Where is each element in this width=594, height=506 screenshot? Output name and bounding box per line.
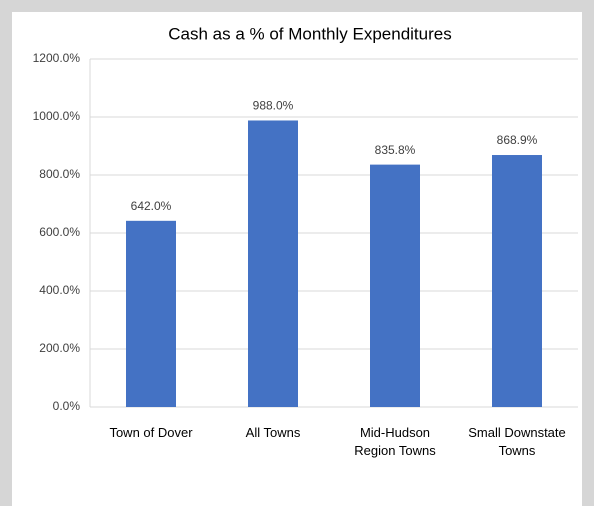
bar — [126, 220, 176, 407]
y-tick-label: 800.0% — [39, 167, 80, 181]
data-label: 868.9% — [497, 133, 538, 147]
data-label: 642.0% — [131, 199, 172, 213]
y-tick-label: 400.0% — [39, 283, 80, 297]
bar — [492, 155, 542, 407]
x-tick-label: All Towns — [245, 425, 301, 440]
y-tick-label: 1200.0% — [33, 51, 81, 65]
y-tick-label: 600.0% — [39, 225, 80, 239]
data-label: 988.0% — [253, 99, 294, 113]
y-tick-label: 200.0% — [39, 341, 80, 355]
y-tick-label: 1000.0% — [33, 109, 81, 123]
x-tick-label: Small Downstate Towns — [468, 425, 566, 458]
chart-title: Cash as a % of Monthly Expenditures — [168, 24, 451, 43]
bar — [248, 120, 298, 407]
x-tick-label: Mid-Hudson Region Towns — [354, 425, 436, 458]
data-label: 835.8% — [375, 143, 416, 157]
bar — [370, 164, 420, 407]
x-tick-label: Town of Dover — [109, 425, 193, 440]
y-tick-label: 0.0% — [53, 399, 81, 413]
